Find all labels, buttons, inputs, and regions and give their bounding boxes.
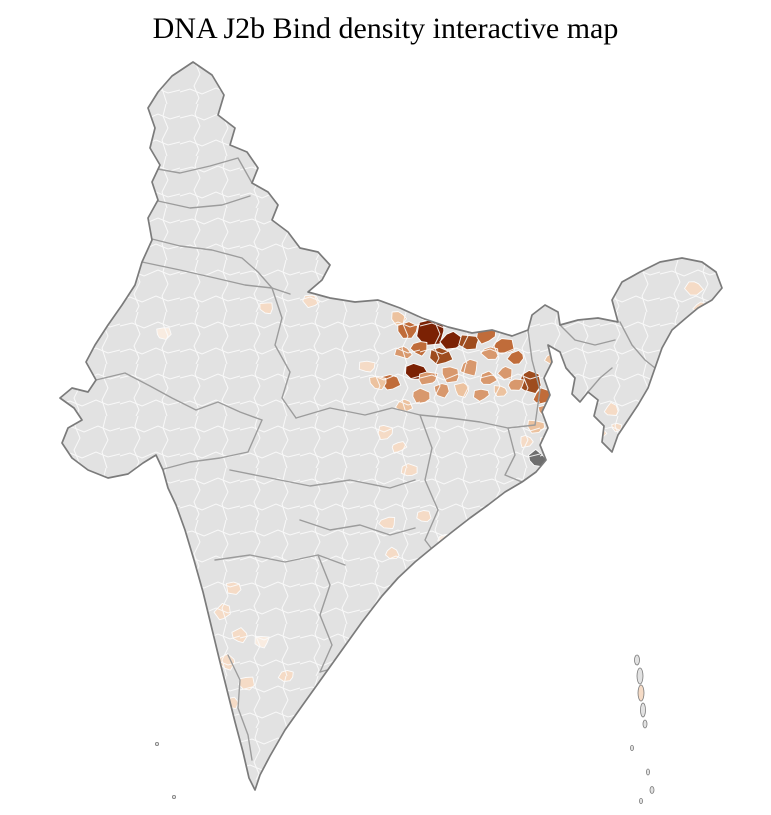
district-density-4[interactable] (417, 307, 438, 322)
island (637, 684, 645, 702)
islands-group (154, 654, 655, 805)
island (639, 798, 644, 805)
country-base[interactable] (60, 62, 722, 790)
district-density-1[interactable] (552, 384, 568, 398)
island (634, 654, 640, 666)
page-title: DNA J2b Bind density interactive map (152, 12, 619, 45)
island (171, 795, 176, 800)
island (636, 667, 644, 685)
district-density-1[interactable] (400, 463, 418, 477)
island (646, 768, 651, 776)
island (642, 719, 648, 729)
island (630, 745, 635, 752)
district-density-1[interactable] (358, 360, 376, 373)
island (640, 702, 646, 718)
district-density-1[interactable] (413, 284, 431, 302)
district-density-1[interactable] (416, 510, 432, 523)
island (154, 742, 159, 747)
island (649, 786, 655, 794)
district-density-4[interactable] (456, 316, 475, 331)
